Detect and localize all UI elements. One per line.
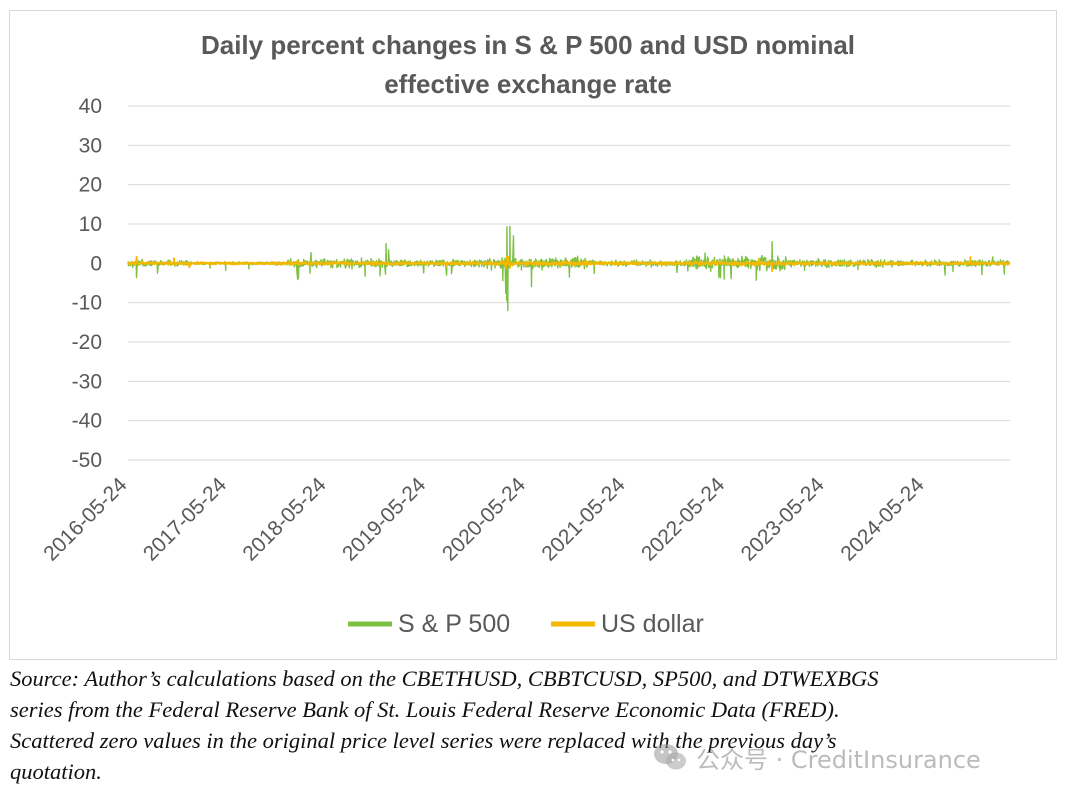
chart-title-line-2: effective exchange rate (384, 69, 672, 99)
y-tick-label: 10 (79, 213, 102, 236)
x-tick-label: 2017-05-24 (139, 473, 231, 565)
legend-label-sp500: S & P 500 (398, 610, 510, 638)
x-tick-label: 2022-05-24 (637, 473, 729, 565)
x-tick-label: 2019-05-24 (338, 473, 430, 565)
y-tick-label: -20 (72, 331, 102, 354)
source-line-4: quotation. (10, 759, 102, 784)
x-tick-label: 2018-05-24 (238, 473, 330, 565)
y-tick-label: -10 (72, 292, 102, 315)
source-note: Source: Author’s calculations based on t… (10, 663, 1070, 787)
plot-area (127, 225, 1011, 312)
x-axis: 2016-05-24 2017-05-24 2018-05-24 2019-05-24… (39, 473, 929, 565)
y-tick-label: 30 (79, 134, 102, 157)
gridlines (128, 105, 1010, 461)
chart: Daily percent changes in S & P 500 and U… (39, 30, 1011, 638)
y-tick-label: -30 (72, 370, 102, 393)
source-line-1: Source: Author’s calculations based on t… (10, 666, 879, 691)
y-tick-label: -50 (72, 449, 102, 472)
watermark: 公众号 · CreditInsurance (652, 740, 981, 774)
watermark-text: 公众号 · CreditInsurance (696, 745, 981, 774)
x-tick-label: 2021-05-24 (537, 473, 629, 565)
series-line-sp500 (127, 225, 1011, 312)
y-tick-label: 40 (79, 95, 102, 118)
chart-title-line-1: Daily percent changes in S & P 500 and U… (201, 30, 855, 60)
chart-frame (9, 10, 1057, 660)
legend: S & P 500 US dollar (348, 610, 704, 638)
x-tick-label: 2023-05-24 (737, 473, 829, 565)
source-line-3: Scattered zero values in the original pr… (10, 728, 837, 753)
wechat-icon (654, 744, 686, 770)
series-line-us-dollar (127, 255, 1011, 273)
x-tick-label: 2024-05-24 (836, 473, 928, 565)
x-tick-label: 2020-05-24 (438, 473, 530, 565)
y-tick-label: 0 (90, 252, 102, 275)
y-tick-label: 20 (79, 174, 102, 197)
legend-label-us-dollar: US dollar (601, 610, 704, 638)
y-axis: 40 30 20 10 0 -10 -20 -30 -40 -50 (72, 95, 102, 472)
source-line-2: series from the Federal Reserve Bank of … (10, 697, 840, 722)
x-tick-label: 2016-05-24 (39, 473, 131, 565)
y-tick-label: -40 (72, 410, 102, 433)
